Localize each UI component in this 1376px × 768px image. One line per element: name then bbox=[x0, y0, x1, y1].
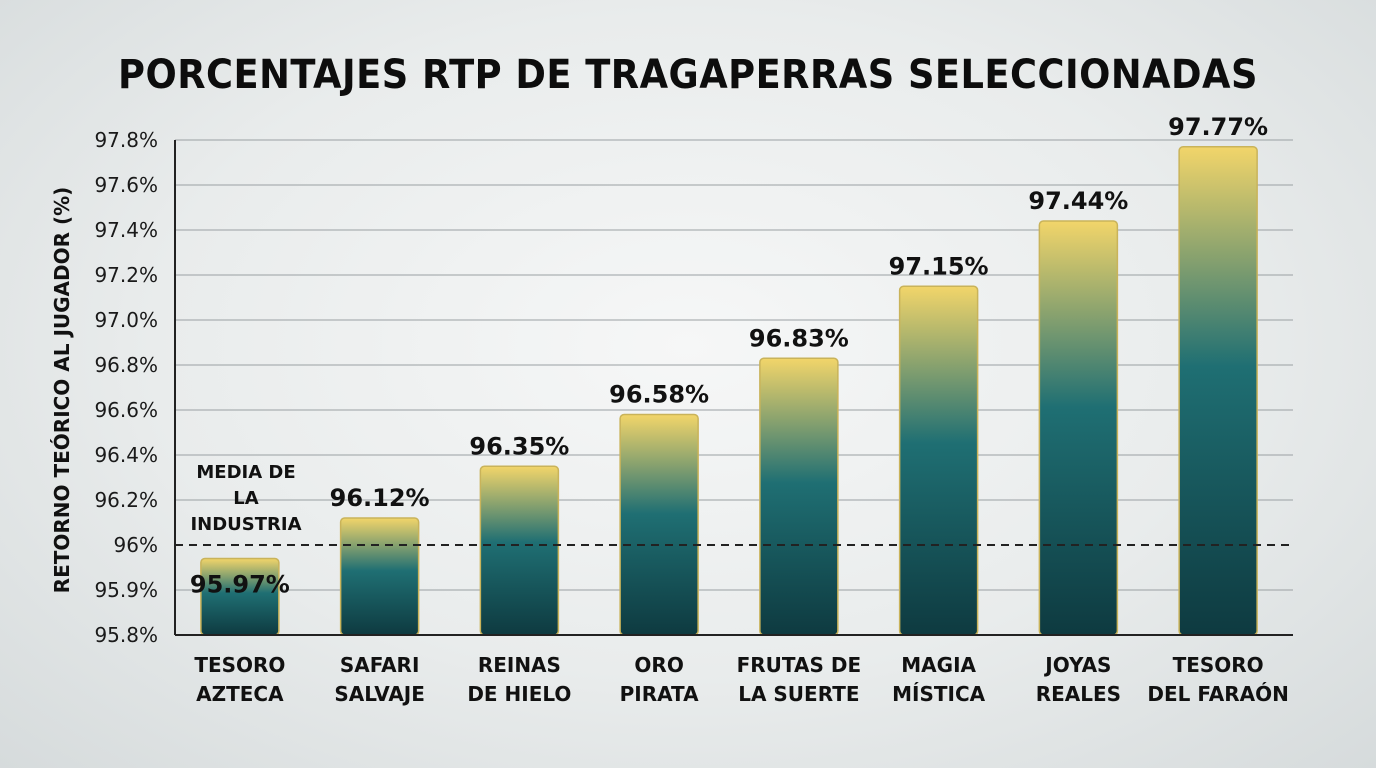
data-label: 96.58% bbox=[609, 381, 709, 409]
bar bbox=[479, 465, 560, 636]
data-label: 97.77% bbox=[1168, 113, 1268, 141]
bar bbox=[898, 285, 979, 636]
x-tick-label: MÍSTICA bbox=[892, 682, 986, 706]
y-tick-label: 96.2% bbox=[94, 488, 158, 512]
x-tick-label: DE HIELO bbox=[467, 682, 571, 706]
y-tick-label: 95.9% bbox=[94, 578, 158, 602]
x-tick-label: DEL FARAÓN bbox=[1147, 682, 1288, 706]
x-tick-label: MAGIA bbox=[901, 653, 976, 677]
y-tick-label: 96.6% bbox=[94, 398, 158, 422]
reference-line-label: INDUSTRIA bbox=[190, 514, 301, 535]
bar bbox=[759, 357, 839, 636]
x-tick-label: FRUTAS DE bbox=[737, 653, 862, 677]
x-tick-label: ORO bbox=[634, 653, 683, 677]
y-tick-label: 97.0% bbox=[94, 308, 158, 332]
bar bbox=[619, 413, 699, 636]
chart-title: PORCENTAJES RTP DE TRAGAPERRAS SELECCION… bbox=[118, 52, 1258, 98]
data-label: 95.97% bbox=[190, 571, 290, 599]
x-tick-label: JOYAS bbox=[1043, 653, 1111, 677]
y-tick-label: 96% bbox=[114, 533, 158, 557]
reference-line-label: MEDIA DE bbox=[196, 462, 295, 483]
x-tick-label: REALES bbox=[1036, 682, 1121, 706]
y-tick-label: 97.4% bbox=[94, 218, 158, 242]
data-label: 96.83% bbox=[749, 324, 849, 352]
bar bbox=[1038, 220, 1119, 636]
x-tick-label: SAFARI bbox=[340, 653, 420, 677]
x-tick-label: PIRATA bbox=[620, 682, 700, 706]
y-tick-label: 96.4% bbox=[94, 443, 158, 467]
data-label: 97.15% bbox=[889, 252, 989, 280]
bar bbox=[339, 517, 420, 636]
x-tick-label: LA SUERTE bbox=[738, 682, 859, 706]
y-tick-label: 95.8% bbox=[94, 623, 158, 647]
x-tick-label: REINAS bbox=[478, 653, 561, 677]
data-label: 96.35% bbox=[469, 432, 569, 460]
x-tick-label: TESORO bbox=[1173, 653, 1264, 677]
x-tick-label: AZTECA bbox=[196, 682, 284, 706]
data-label: 97.44% bbox=[1028, 187, 1128, 215]
y-tick-label: 97.8% bbox=[94, 128, 158, 152]
y-tick-label: 97.2% bbox=[94, 263, 158, 287]
bar bbox=[1178, 146, 1258, 636]
y-tick-label: 96.8% bbox=[94, 353, 158, 377]
x-tick-label: TESORO bbox=[194, 653, 285, 677]
x-tick-label: SALVAJE bbox=[334, 682, 425, 706]
reference-line-label: LA bbox=[233, 488, 258, 509]
data-label: 96.12% bbox=[330, 484, 430, 512]
y-tick-label: 97.6% bbox=[94, 173, 158, 197]
